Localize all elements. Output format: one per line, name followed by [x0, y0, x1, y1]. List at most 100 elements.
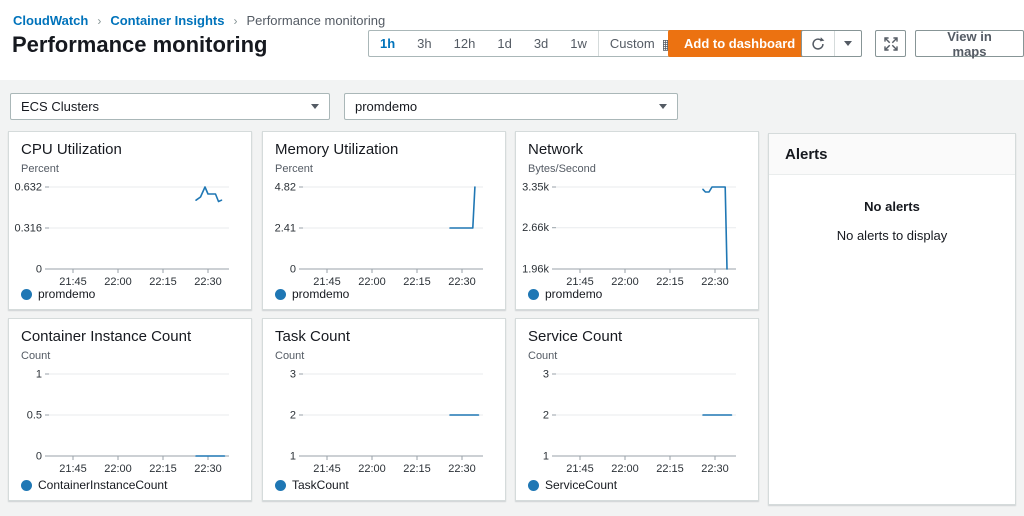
svg-text:22:00: 22:00: [611, 276, 639, 288]
chart-title: CPU Utilization: [21, 141, 122, 158]
fullscreen-icon: [883, 36, 898, 51]
svg-text:0.5: 0.5: [27, 410, 42, 422]
legend-item[interactable]: TaskCount: [275, 478, 349, 492]
svg-text:0: 0: [290, 264, 296, 276]
breadcrumb-separator: ›: [233, 13, 238, 28]
svg-text:21:45: 21:45: [59, 463, 87, 475]
chart-unit-label: Bytes/Second: [528, 163, 596, 175]
chart-card-network: Network Bytes/Second 1.96k 2.66k 3.35k 21:4…: [515, 131, 759, 310]
alerts-title: Alerts: [769, 134, 1015, 175]
chart-card-service-count: Service Count Count 1 2 3 21:45 22:00 22:15 22…: [515, 318, 759, 501]
svg-text:22:00: 22:00: [611, 463, 639, 475]
svg-text:2.41: 2.41: [275, 223, 296, 235]
chart-title: Memory Utilization: [275, 141, 399, 158]
legend-marker: [528, 479, 539, 491]
svg-text:22:00: 22:00: [358, 463, 386, 475]
chart-title: Container Instance Count: [21, 328, 192, 345]
caret-down-icon: [844, 41, 852, 46]
chart-unit-label: Count: [528, 350, 558, 362]
add-to-dashboard-button[interactable]: Add to dashboard: [668, 30, 812, 57]
svg-text:22:15: 22:15: [403, 463, 431, 475]
legend-label: promdemo: [292, 287, 350, 301]
svg-text:21:45: 21:45: [313, 463, 341, 475]
time-range-1d[interactable]: 1d: [497, 36, 512, 51]
breadcrumb-separator: ›: [97, 13, 102, 28]
legend-item[interactable]: promdemo: [528, 287, 602, 301]
svg-text:22:00: 22:00: [358, 276, 386, 288]
svg-text:1.96k: 1.96k: [522, 264, 549, 276]
svg-text:1: 1: [543, 451, 549, 463]
service-count-chart[interactable]: 1 2 3 21:45 22:00 22:15 22:30: [516, 363, 760, 475]
svg-text:22:30: 22:30: [448, 276, 476, 288]
svg-text:0.316: 0.316: [14, 223, 42, 235]
chart-unit-label: Percent: [21, 163, 59, 175]
view-in-maps-button[interactable]: View in maps: [915, 29, 1024, 59]
svg-text:22:15: 22:15: [149, 463, 177, 475]
chart-card-memory-utilization: Memory Utilization Percent 0 2.41 4.82 21:4…: [262, 131, 506, 310]
svg-text:21:45: 21:45: [59, 276, 87, 288]
breadcrumb-link-container-insights[interactable]: Container Insights: [110, 13, 225, 28]
svg-text:22:30: 22:30: [194, 276, 222, 288]
alerts-body: No alerts No alerts to display: [769, 175, 1015, 243]
svg-text:21:45: 21:45: [566, 463, 594, 475]
chevron-down-icon: [311, 104, 319, 109]
svg-text:0: 0: [36, 264, 42, 276]
svg-text:3: 3: [543, 369, 549, 381]
svg-text:21:45: 21:45: [566, 276, 594, 288]
legend-item[interactable]: promdemo: [275, 287, 349, 301]
legend-marker: [21, 479, 32, 491]
svg-text:22:15: 22:15: [403, 276, 431, 288]
time-range-1h[interactable]: 1h: [380, 36, 396, 51]
svg-text:2: 2: [290, 410, 296, 422]
time-range-12h[interactable]: 12h: [453, 36, 476, 51]
legend-label: ServiceCount: [545, 478, 618, 492]
breadcrumb-link-cloudwatch[interactable]: CloudWatch: [13, 13, 89, 28]
svg-text:2.66k: 2.66k: [522, 222, 549, 234]
svg-text:3.35k: 3.35k: [522, 182, 549, 194]
chart-unit-label: Percent: [275, 163, 313, 175]
task-count-chart[interactable]: 1 2 3 21:45 22:00 22:15 22:30: [263, 363, 507, 475]
svg-text:3: 3: [290, 369, 296, 381]
cpu-utilization-chart[interactable]: 0 0.316 0.632 21:45 22:00 22:15 22:30: [9, 176, 253, 288]
time-range-3h[interactable]: 3h: [417, 36, 432, 51]
time-range-1w[interactable]: 1w: [570, 36, 587, 51]
legend-item[interactable]: ContainerInstanceCount: [21, 478, 167, 492]
memory-utilization-chart[interactable]: 0 2.41 4.82 21:45 22:00 22:15 22:30: [263, 176, 507, 288]
legend-marker: [528, 288, 539, 300]
legend-marker: [21, 288, 32, 300]
cluster-select[interactable]: promdemo: [344, 93, 678, 120]
refresh-button[interactable]: [802, 31, 835, 56]
cluster-select-value: promdemo: [355, 99, 418, 114]
legend-marker: [275, 288, 286, 300]
network-chart[interactable]: 1.96k 2.66k 3.35k 21:45 22:00 22:15 22:30: [516, 176, 760, 288]
svg-text:22:15: 22:15: [149, 276, 177, 288]
chart-title: Network: [528, 141, 584, 158]
chart-card-container-instance-count: Container Instance Count Count 0 0.5 1 21:4…: [8, 318, 252, 501]
legend-label: TaskCount: [292, 478, 349, 492]
legend-item[interactable]: promdemo: [21, 287, 95, 301]
svg-text:2: 2: [543, 410, 549, 422]
legend-item[interactable]: ServiceCount: [528, 478, 617, 492]
alerts-panel: Alerts No alerts No alerts to display: [768, 133, 1016, 505]
svg-text:1: 1: [290, 451, 296, 463]
svg-text:22:30: 22:30: [701, 276, 729, 288]
svg-text:1: 1: [36, 369, 42, 381]
svg-text:22:30: 22:30: [701, 463, 729, 475]
no-alerts-message: No alerts to display: [836, 228, 948, 243]
legend-label: promdemo: [38, 287, 96, 301]
no-alerts-title: No alerts: [864, 199, 920, 214]
svg-text:0: 0: [36, 451, 42, 463]
custom-label: Custom: [609, 36, 655, 51]
fullscreen-button[interactable]: [875, 30, 906, 57]
chart-unit-label: Count: [275, 350, 305, 362]
container-instance-count-chart[interactable]: 0 0.5 1 21:45 22:00 22:15 22:30: [9, 363, 253, 475]
chart-unit-label: Count: [21, 350, 51, 362]
chart-title: Service Count: [528, 328, 623, 345]
legend-label: promdemo: [545, 287, 603, 301]
time-range-3d[interactable]: 3d: [533, 36, 549, 51]
page-title: Performance monitoring: [12, 32, 268, 57]
chart-title: Task Count: [275, 328, 351, 345]
resource-type-select[interactable]: ECS Clusters: [10, 93, 330, 120]
refresh-menu-button[interactable]: [835, 31, 861, 56]
legend-label: ContainerInstanceCount: [38, 478, 168, 492]
